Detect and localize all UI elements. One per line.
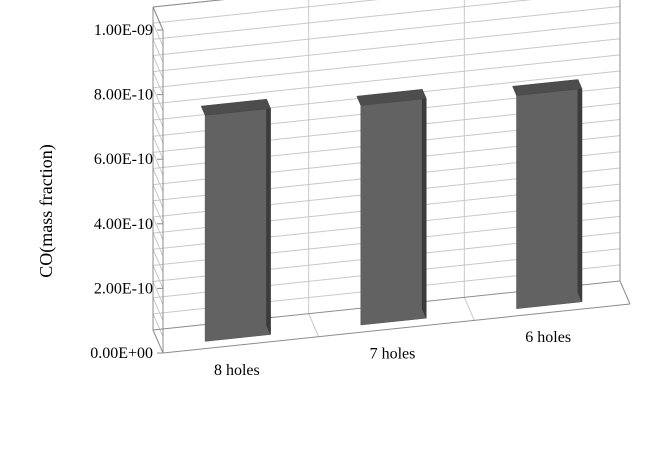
bar-top-face <box>512 79 583 96</box>
back-wall-gridline <box>152 0 379 24</box>
y-tick-label: 2.00E-10 <box>94 280 153 297</box>
x-category-label: 7 holes <box>370 346 416 363</box>
y-tick-label: 6.00E-10 <box>94 151 153 168</box>
side-wall-gridline <box>152 87 164 111</box>
frame-edge <box>152 329 164 354</box>
side-wall-gridline <box>152 71 164 95</box>
bar-top-face <box>200 98 271 116</box>
side-wall-gridline <box>152 103 164 128</box>
bar <box>200 98 271 342</box>
back-wall-gridline <box>152 22 621 73</box>
side-wall-gridline <box>152 265 164 289</box>
side-wall-gridline <box>152 281 164 305</box>
side-wall-gridline <box>152 136 164 160</box>
side-wall-gridline <box>152 184 164 208</box>
x-category-label: 6 holes <box>525 329 571 346</box>
side-wall-gridline <box>152 119 164 144</box>
y-tick-label: 1.00E-09 <box>94 22 153 39</box>
x-category-labels: 8 holes 7 holes 6 holes <box>214 329 571 379</box>
floor-divider <box>463 297 475 321</box>
bar-front-face <box>516 88 583 309</box>
side-wall-gridline <box>152 168 164 192</box>
side-wall-gridline <box>152 39 164 63</box>
side-wall-gridline <box>152 232 164 257</box>
back-wall-gridline <box>152 0 225 8</box>
bar-front-face <box>204 108 271 342</box>
y-axis-title: CO(mass fraction) <box>36 144 57 277</box>
y-tick-label: 4.00E-10 <box>94 216 153 233</box>
bars <box>200 79 583 342</box>
side-wall-gridline <box>152 152 164 176</box>
frame-edge <box>162 303 631 354</box>
side-wall-gridline <box>152 22 164 47</box>
side-wall-gridline <box>152 55 164 79</box>
bar-side-face <box>266 99 271 335</box>
y-tick-labels: 0.00E+00 2.00E-10 4.00E-10 6.00E-10 8.00E-10… <box>90 22 153 362</box>
back-wall-gridline <box>152 38 621 89</box>
bar <box>356 89 427 326</box>
floor-divider <box>308 313 320 337</box>
side-wall-gridline <box>152 297 164 321</box>
bar-side-face <box>577 79 583 302</box>
side-wall-gridline <box>152 313 164 338</box>
bar <box>512 79 583 309</box>
back-wall-gridline <box>152 54 621 105</box>
side-wall-gridline <box>152 216 164 241</box>
side-wall-gridline <box>152 249 164 273</box>
frame-edge <box>152 6 164 31</box>
bar-side-face <box>421 89 427 319</box>
y-tick-label: 8.00E-10 <box>94 87 153 104</box>
x-category-label: 8 holes <box>214 362 260 379</box>
back-wall-gridline <box>152 0 533 40</box>
frame-edge <box>152 0 225 8</box>
y-tick-label: 0.00E+00 <box>90 345 153 362</box>
back-wall-gridline <box>152 5 621 56</box>
bar-front-face <box>360 98 427 326</box>
side-wall-gridline <box>152 200 164 224</box>
bar-top-face <box>356 89 427 106</box>
frame-edge <box>619 280 631 305</box>
